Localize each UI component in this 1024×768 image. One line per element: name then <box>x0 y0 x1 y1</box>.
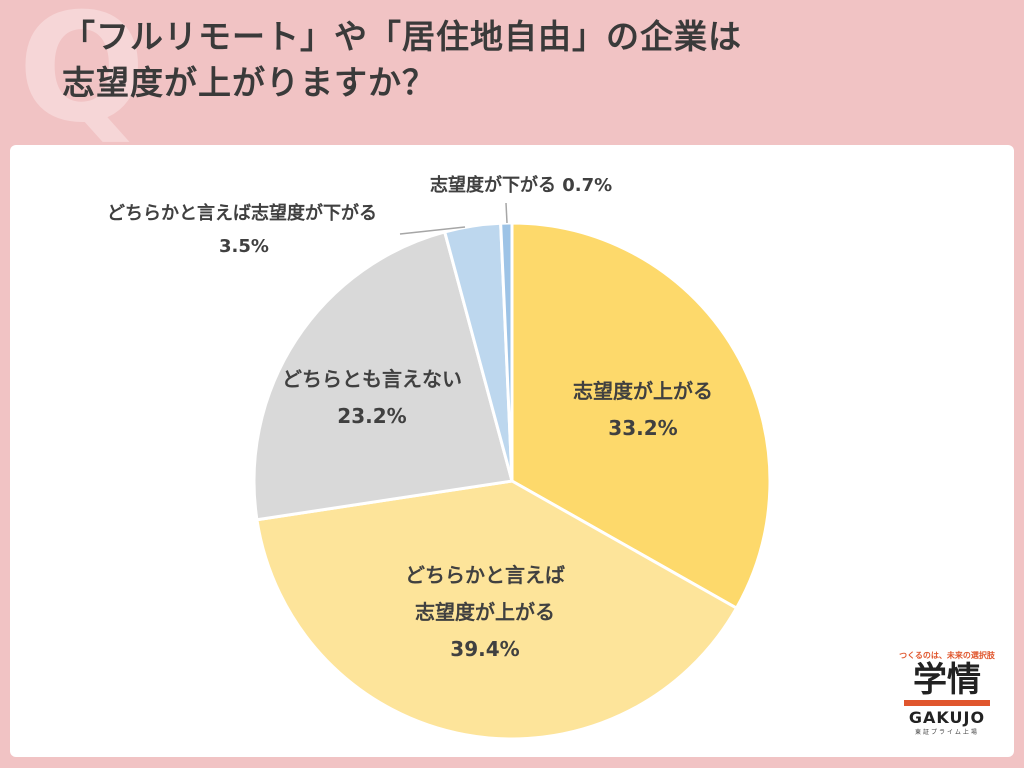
logo-name: GAKUJO <box>908 707 986 727</box>
pie-slice-0 <box>510 221 772 611</box>
gakujo-logo: つくるのは、未来の選択肢 学情 GAKUJO 東証プライム上場 <box>894 650 1000 736</box>
slice-label-s3: どちらかと言えば志望度が下がる 3.5% <box>107 197 407 264</box>
pie-slice-2 <box>252 230 514 522</box>
logo-tagline: つくるのは、未来の選択肢 <box>899 651 995 660</box>
slice-label-s4-text: 志望度が下がる 0.7% <box>430 175 613 196</box>
slice-label-s2: どちらとも言えない 23.2% <box>272 361 472 435</box>
leader-line-s3 <box>399 226 466 235</box>
page-title: 「フルリモート」や「居住地自由」の企業は 志望度が上がりますか？ <box>62 14 962 105</box>
logo-bar <box>904 699 990 706</box>
question-mark-watermark: Q <box>18 0 146 156</box>
chart-card: 志望度が上がる 33.2% どちらかと言えば 志望度が上がる 39.4% どちら… <box>10 145 1014 757</box>
slice-label-s0-value: 33.2% <box>608 416 678 440</box>
pie-slice-4 <box>499 221 514 482</box>
title-line-1: 「フルリモート」や「居住地自由」の企業は <box>62 17 742 56</box>
title-line-2: 志望度が上がりますか？ <box>62 62 436 102</box>
slice-label-s3-value: 3.5% <box>219 236 269 258</box>
slice-label-s1-name-a: どちらかと言えば <box>405 563 565 587</box>
slice-label-s4: 志望度が下がる 0.7% <box>430 169 650 202</box>
pie-slice-1 <box>255 479 739 741</box>
slice-label-s3-name: どちらかと言えば志望度が下がる <box>107 203 377 224</box>
slice-label-s2-value: 23.2% <box>337 404 407 428</box>
slice-label-s1-name-b: 志望度が上がる <box>415 600 555 624</box>
logo-kanji: 学情 <box>913 660 981 700</box>
slice-label-s2-name: どちらとも言えない <box>282 367 462 391</box>
slice-label-s1-value: 39.4% <box>450 637 520 661</box>
slice-label-s0-name: 志望度が上がる <box>573 379 713 403</box>
pie-chart <box>252 202 772 741</box>
slice-label-s1: どちらかと言えば 志望度が上がる 39.4% <box>390 557 580 668</box>
logo-sub: 東証プライム上場 <box>915 728 979 736</box>
slice-label-s0: 志望度が上がる 33.2% <box>558 373 728 447</box>
leader-line-s4 <box>505 202 508 224</box>
